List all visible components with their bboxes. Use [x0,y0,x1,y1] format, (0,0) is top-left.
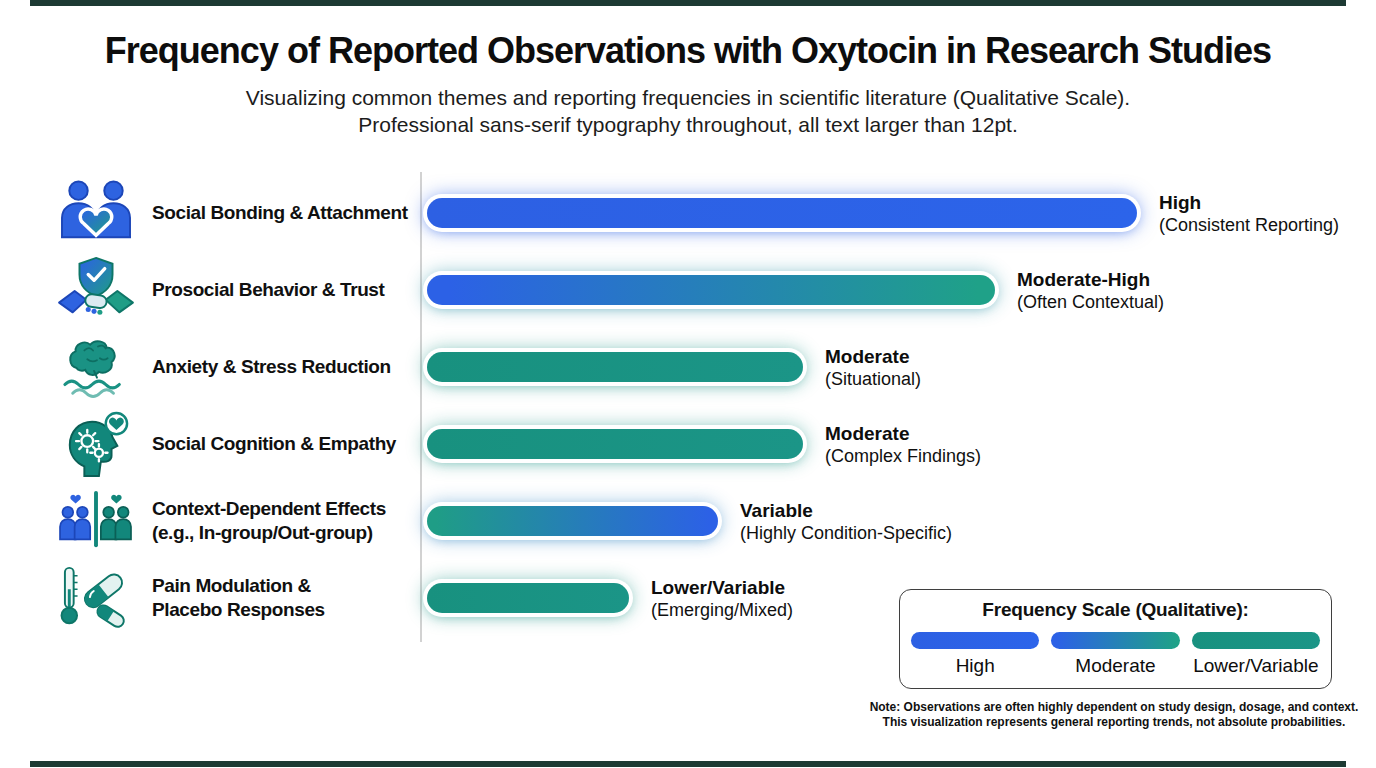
footnote: Note: Observations are often highly depe… [834,700,1376,730]
footnote-line-1: Note: Observations are often highly depe… [834,700,1376,715]
frequency-bar [427,198,1137,228]
chart-row: Social Cognition & Empathy Moderate (Com… [0,405,1376,483]
category-label: Anxiety & Stress Reduction [152,355,391,379]
bottom-edge-bar [30,761,1346,767]
value-label: High (Consistent Reporting) [1159,191,1339,236]
category-label: Social Cognition & Empathy [152,432,396,456]
value-label: Moderate (Situational) [825,345,921,390]
chart-subtitle: Visualizing common themes and reporting … [0,84,1376,138]
frequency-bar [427,352,803,382]
chart-title: Frequency of Reported Observations with … [0,30,1376,72]
subtitle-line-2: Professional sans-serif typography throu… [0,111,1376,138]
frequency-bar [427,275,995,305]
chart-row: Context-Dependent Effects (e.g., In-grou… [0,482,1376,560]
category-label: Prosocial Behavior & Trust [152,278,384,302]
legend-title: Frequency Scale (Qualitative): [911,599,1320,621]
value-label: Moderate (Complex Findings) [825,422,981,467]
category-label: Pain Modulation & Placebo Responses [152,574,325,622]
legend-item-lower-variable: Lower/Variable [1192,632,1320,677]
category-label: Social Bonding & Attachment [152,201,408,225]
chart-row: Anxiety & Stress Reduction Moderate (Sit… [0,328,1376,406]
subtitle-line-1: Visualizing common themes and reporting … [0,84,1376,111]
value-label: Variable (Highly Condition-Specific) [740,499,952,544]
value-label: Lower/Variable (Emerging/Mixed) [651,576,793,621]
frequency-bar [427,583,629,613]
footnote-line-2: This visualization represents general re… [834,715,1376,730]
frequency-bar [427,506,718,536]
shield-handshake-icon [50,255,142,325]
in-group-out-group-icon [50,486,142,556]
legend-box: Frequency Scale (Qualitative): High Mode… [899,589,1332,689]
legend-swatch-moderate [1051,632,1179,649]
top-edge-bar [30,0,1346,6]
thermometer-pill-icon [50,563,142,633]
infographic-canvas: Frequency of Reported Observations with … [0,0,1376,768]
legend-swatch-lower-variable [1192,632,1320,649]
legend-item-moderate: Moderate [1051,632,1179,677]
head-gears-icon [50,409,142,479]
frequency-bar [427,429,803,459]
category-label: Context-Dependent Effects (e.g., In-grou… [152,497,386,545]
legend-swatch-high [911,632,1039,649]
people-heart-icon [50,178,142,248]
chart-row: Social Bonding & Attachment High (Consis… [0,174,1376,252]
legend-item-high: High [911,632,1039,677]
brain-waves-icon [50,332,142,402]
value-label: Moderate-High (Often Contextual) [1017,268,1164,313]
chart-row: Prosocial Behavior & Trust Moderate-High… [0,251,1376,329]
